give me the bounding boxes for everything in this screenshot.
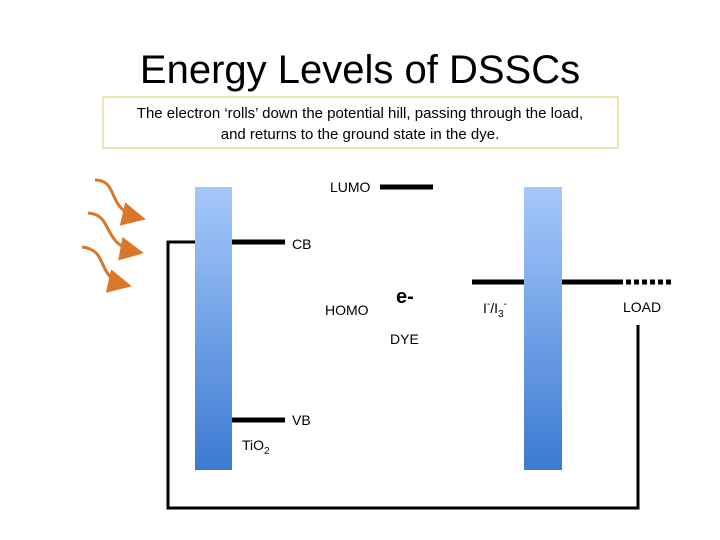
load-label: LOAD [623, 299, 661, 315]
lumo-label: LUMO [330, 179, 371, 195]
circuit-wire [166, 240, 640, 510]
redox-part: /I [490, 300, 498, 316]
vb-label: VB [292, 412, 311, 428]
caption-box [102, 96, 619, 149]
title: Energy Levels of DSSCs [140, 48, 580, 92]
cb-label: CB [292, 236, 311, 252]
homo-label: HOMO [325, 302, 369, 318]
redox-part: I [483, 300, 487, 316]
redox-label: I-/I3- [483, 299, 507, 320]
tio2-electrode [195, 187, 232, 470]
electron-label: e- [396, 286, 414, 308]
counter-electrode [524, 187, 562, 470]
redox-part: - [487, 299, 490, 310]
tio2-part: 2 [264, 446, 270, 457]
caption-line: and returns to the ground state in the d… [221, 126, 500, 143]
redox-part: 3 [498, 309, 504, 320]
redox-part: - [504, 299, 507, 310]
tio2-part: TiO [242, 437, 264, 453]
tio2-label: TiO2 [242, 437, 270, 457]
light-waves [81, 178, 146, 293]
dye-label: DYE [390, 331, 419, 347]
caption-line: The electron ‘rolls’ down the potential … [137, 105, 583, 122]
